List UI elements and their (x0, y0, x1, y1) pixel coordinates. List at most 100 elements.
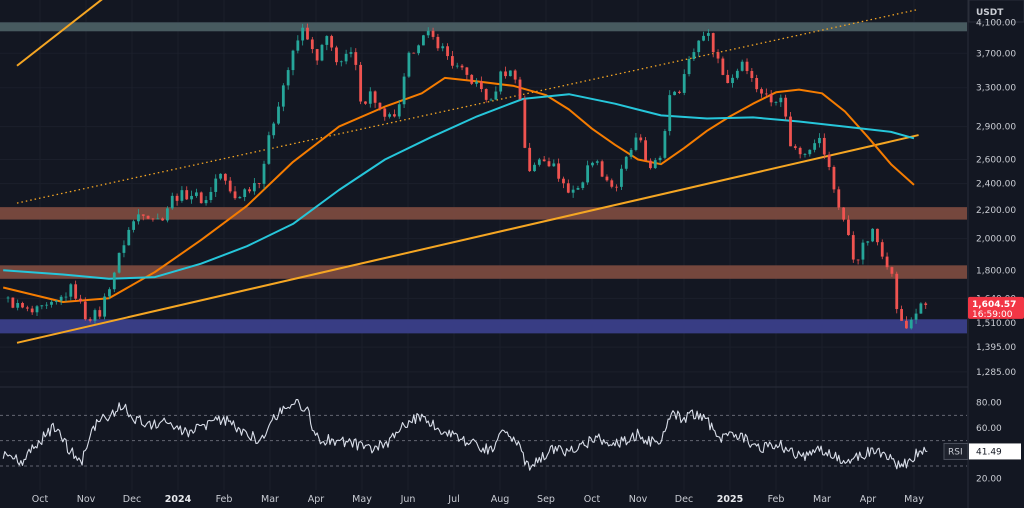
rsi-tick-label: 60.00 (976, 424, 1002, 434)
time-tick-label: Mar (261, 494, 279, 505)
candle (779, 94, 783, 107)
price-tick-label: 2,400.00 (976, 180, 1016, 190)
candle (272, 121, 276, 139)
candle (595, 159, 599, 166)
candle (83, 297, 87, 321)
candle (45, 302, 49, 309)
candle (644, 137, 647, 161)
candle (93, 308, 97, 324)
candle (79, 294, 82, 304)
zone-resistance[interactable] (0, 22, 967, 32)
price-tick-label: 2,000.00 (976, 235, 1016, 245)
candle (257, 182, 261, 189)
price-tick-label: 2,200.00 (976, 206, 1016, 216)
price-tick-label: 1,510.00 (976, 319, 1016, 329)
candle (330, 34, 334, 51)
time-tick-label: Oct (584, 494, 601, 505)
candle (895, 271, 899, 314)
candle (576, 185, 580, 191)
candle (412, 52, 416, 54)
candle (658, 155, 662, 165)
trendline-channel-mid[interactable] (16, 8, 919, 204)
candle (716, 49, 720, 64)
candle (388, 112, 391, 119)
trendline-channel-top[interactable] (16, 0, 164, 67)
candle (59, 294, 63, 305)
candle (789, 112, 792, 147)
time-axis[interactable]: Oct Nov Dec 2024 Feb Mar Apr May Jun Jul Aug Sep Oct… (32, 494, 924, 505)
candle (764, 88, 768, 98)
candle (252, 177, 256, 195)
candle (170, 192, 174, 210)
candle (441, 43, 445, 52)
price-tick-label: 3,700.00 (976, 49, 1016, 59)
candle (479, 76, 483, 93)
ma-orange-line[interactable] (2, 76, 915, 303)
rsi-tag-label: RSI (948, 447, 963, 457)
candle (900, 305, 903, 321)
candle (813, 139, 817, 153)
candle (653, 157, 657, 169)
candle (649, 158, 652, 170)
candle (455, 62, 459, 69)
price-tick-label: 1,800.00 (976, 266, 1016, 276)
candle (450, 50, 454, 69)
ma-cyan-line[interactable] (3, 93, 915, 280)
rsi-panel (0, 398, 967, 471)
candle (866, 240, 870, 246)
candle (117, 252, 121, 274)
candle (687, 56, 691, 77)
candle (600, 159, 604, 178)
candle (678, 90, 681, 94)
candle (354, 48, 358, 71)
zone-support-mid[interactable] (0, 265, 967, 279)
currency-label: USDT (976, 8, 1004, 18)
candle (54, 300, 58, 305)
rsi-line[interactable] (2, 398, 928, 471)
candle (339, 60, 343, 67)
time-tick-label: Feb (768, 494, 785, 505)
candle (586, 160, 590, 185)
candle (605, 174, 609, 182)
trendline-channel-bottom[interactable] (16, 134, 919, 344)
candle (137, 209, 140, 225)
price-tick-label: 1,395.00 (976, 343, 1016, 353)
candle (499, 70, 503, 95)
currency-box[interactable] (968, 0, 1024, 23)
time-tick-label: May (352, 494, 372, 505)
candle (856, 259, 860, 265)
candle (475, 78, 478, 87)
candle (552, 159, 556, 167)
candle (407, 51, 411, 78)
zone-support-low[interactable] (0, 319, 967, 334)
price-tick-label: 2,900.00 (976, 123, 1016, 133)
candle (127, 227, 131, 246)
rsi-value-badge (969, 443, 1021, 460)
candle (40, 305, 44, 310)
candle (774, 101, 778, 106)
candle (228, 177, 232, 194)
zone-support-upper[interactable] (0, 207, 967, 220)
candle (378, 102, 382, 111)
candle (21, 301, 24, 309)
candle (185, 186, 189, 201)
candle (504, 66, 507, 79)
candle (161, 217, 164, 221)
candle (624, 155, 628, 171)
candle (706, 29, 710, 42)
candle (112, 271, 116, 293)
candle (726, 69, 730, 84)
time-tick-label: Jun (400, 494, 416, 505)
rsi-value: 41.49 (976, 447, 1002, 457)
rsi-tick-label: 20.00 (976, 475, 1002, 485)
time-tick-label: Mar (813, 494, 831, 505)
candle (484, 88, 488, 103)
candle (547, 157, 551, 168)
candle (822, 133, 826, 159)
candle (663, 129, 667, 160)
candle (69, 283, 73, 301)
